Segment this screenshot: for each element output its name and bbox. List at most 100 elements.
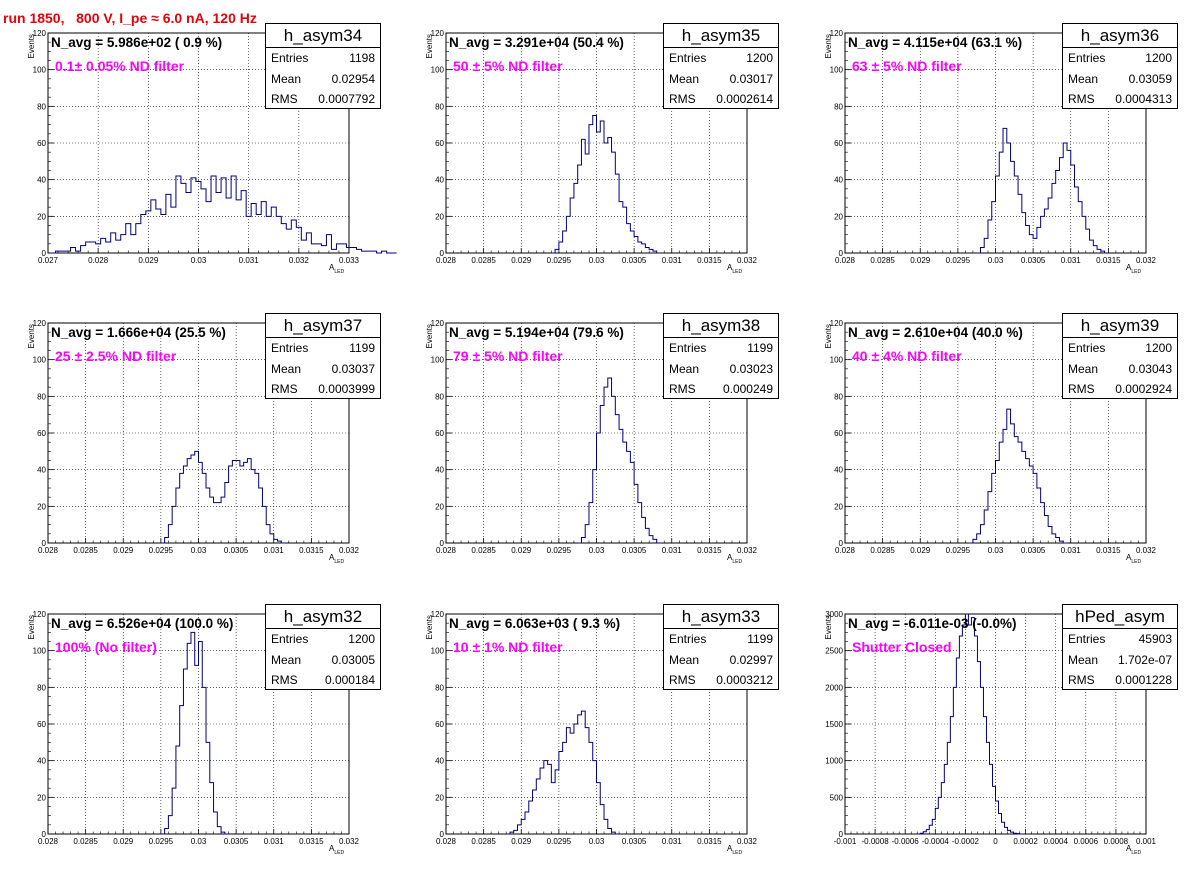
stats-key-entries: Entries (271, 51, 309, 65)
stats-key-mean: Mean (271, 71, 302, 86)
y-axis-title: Events (27, 324, 36, 348)
x-axis-title: ALED (329, 553, 344, 565)
histogram-line (976, 127, 1109, 254)
x-tick-label: 0.0315 (1096, 256, 1121, 265)
x-axis-title-main: A (329, 263, 335, 272)
y-tick-label: 3000 (825, 610, 843, 619)
y-tick-label: 80 (834, 102, 843, 111)
x-tick-label: 0.0006 (1074, 837, 1099, 846)
stats-row-rms: RMS 0.0003212 (664, 670, 778, 691)
navg-label: N_avg = -6.011e-03 (-0.0%) (848, 616, 1017, 631)
x-tick-label: 0.03 (191, 546, 207, 555)
navg-label: N_avg = 3.291e+04 (50.4 %) (449, 35, 624, 50)
stats-key-mean: Mean (271, 361, 302, 376)
stats-key-rms: RMS (669, 673, 696, 687)
y-tick-label: 60 (435, 429, 444, 438)
y-tick-label: 120 (431, 610, 445, 619)
stats-row-rms: RMS 0.0007792 (266, 89, 380, 110)
x-tick-label: 0.028 (835, 546, 856, 555)
stats-row-mean: Mean 0.02997 (664, 650, 778, 671)
x-tick-label: 0.0315 (697, 837, 722, 846)
filter-label: 50 ± 5% ND filter (453, 58, 563, 74)
x-axis-title: ALED (727, 263, 742, 275)
y-tick-label: 100 (33, 66, 47, 75)
x-tick-label: 0.03 (988, 256, 1004, 265)
stats-value-mean: 0.02997 (729, 652, 773, 667)
y-tick-label: 120 (33, 29, 47, 38)
x-tick-label: 0.028 (38, 546, 59, 555)
x-tick-label: 0.0295 (946, 256, 971, 265)
histogram-line (917, 613, 1023, 835)
stats-value-entries: 1200 (746, 51, 773, 65)
x-axis-title: ALED (727, 553, 742, 565)
x-axis-title-main: A (329, 844, 335, 853)
navg-label: N_avg = 4.115e+04 (63.1 %) (848, 35, 1023, 50)
x-axis-title-sub: LED (732, 850, 742, 856)
x-tick-label: 0.03 (988, 546, 1004, 555)
y-tick-label: 2500 (825, 647, 843, 656)
y-tick-label: 120 (33, 610, 47, 619)
filter-label: 10 ± 1% ND filter (453, 639, 563, 655)
x-tick-label: 0.0295 (547, 837, 572, 846)
stats-key-rms: RMS (271, 92, 298, 106)
x-tick-label: 0.029 (138, 256, 159, 265)
stats-box: hPed_asym Entries 45903 Mean 1.702e-07 RMS 0.0… (1062, 604, 1178, 690)
x-tick-label: 0.0285 (73, 837, 98, 846)
x-tick-label: 0.03 (191, 256, 207, 265)
stats-key-mean: Mean (1068, 652, 1099, 667)
histogram-line (506, 710, 620, 835)
x-tick-label: 0.032 (737, 256, 758, 265)
stats-box: h_asym32 Entries 1200 Mean 0.03005 RMS 0.00018… (265, 604, 381, 690)
x-tick-label: 0.031 (264, 837, 285, 846)
stats-row-mean: Mean 0.02954 (266, 69, 380, 90)
stats-row-entries: Entries 1200 (1063, 338, 1177, 359)
stats-box: h_asym35 Entries 1200 Mean 0.03017 RMS 0.00026… (663, 23, 779, 109)
stats-value-entries: 45903 (1138, 632, 1172, 646)
x-tick-label: 0.031 (662, 837, 683, 846)
stats-key-mean: Mean (669, 652, 700, 667)
stats-row-rms: RMS 0.0003999 (266, 379, 380, 400)
stats-box: h_asym33 Entries 1199 Mean 0.02997 RMS 0.00032… (663, 604, 779, 690)
x-tick-label: 0.032 (1136, 546, 1157, 555)
x-axis-title-sub: LED (334, 559, 344, 565)
y-tick-label: 120 (431, 29, 445, 38)
x-tick-label: -0.0008 (862, 837, 890, 846)
stats-value-entries: 1200 (1145, 341, 1172, 355)
y-tick-label: 120 (33, 319, 47, 328)
y-tick-label: 120 (830, 29, 844, 38)
y-tick-label: 40 (435, 176, 444, 185)
stats-row-mean: Mean 0.03005 (266, 650, 380, 671)
y-tick-label: 40 (435, 757, 444, 766)
x-tick-label: 0.031 (1061, 546, 1082, 555)
x-tick-label: 0.028 (88, 256, 109, 265)
y-axis-title: Events (824, 615, 833, 639)
stats-value-mean: 0.03005 (331, 652, 375, 667)
x-axis-title-main: A (1126, 263, 1132, 272)
x-tick-label: 0.03 (589, 256, 605, 265)
stats-row-rms: RMS 0.0001228 (1063, 670, 1177, 691)
y-axis-title: Events (425, 34, 434, 58)
histogram-panel-hPed_asym: -0.001 -0.0008 -0.0006 -0.0004 -0.0002 0 0.000… (797, 581, 1195, 871)
x-tick-label: 0.032 (289, 256, 310, 265)
stats-row-mean: Mean 1.702e-07 (1063, 650, 1177, 671)
x-tick-label: 0.032 (339, 546, 360, 555)
stats-value-rms: 0.0002924 (1115, 382, 1172, 396)
x-tick-label: 0.028 (436, 256, 457, 265)
histogram-panel-h_asym38: 0.028 0.0285 0.029 0.0295 0.03 0.0305 0.031 0.0… (398, 290, 796, 580)
histogram-panel-h_asym34: 0.027 0.028 0.029 0.03 0.031 0.032 0.033 0 20 40 6… (0, 0, 398, 290)
stats-key-mean: Mean (271, 652, 302, 667)
stats-value-entries: 1200 (348, 632, 375, 646)
x-tick-label: 0.032 (339, 837, 360, 846)
stats-box-title: h_asym38 (664, 314, 778, 338)
y-axis-title: Events (824, 34, 833, 58)
y-tick-label: 100 (33, 356, 47, 365)
stats-box-title: h_asym34 (266, 24, 380, 48)
filter-label: 100% (No filter) (55, 639, 157, 655)
stats-row-entries: Entries 1200 (664, 48, 778, 69)
stats-row-entries: Entries 1199 (664, 629, 778, 650)
stats-value-mean: 0.03037 (331, 361, 375, 376)
x-axis-title: ALED (1126, 844, 1141, 856)
histogram-line (577, 377, 661, 544)
navg-label: N_avg = 5.194e+04 (79.6 %) (449, 325, 624, 340)
y-axis-title: Events (425, 615, 434, 639)
